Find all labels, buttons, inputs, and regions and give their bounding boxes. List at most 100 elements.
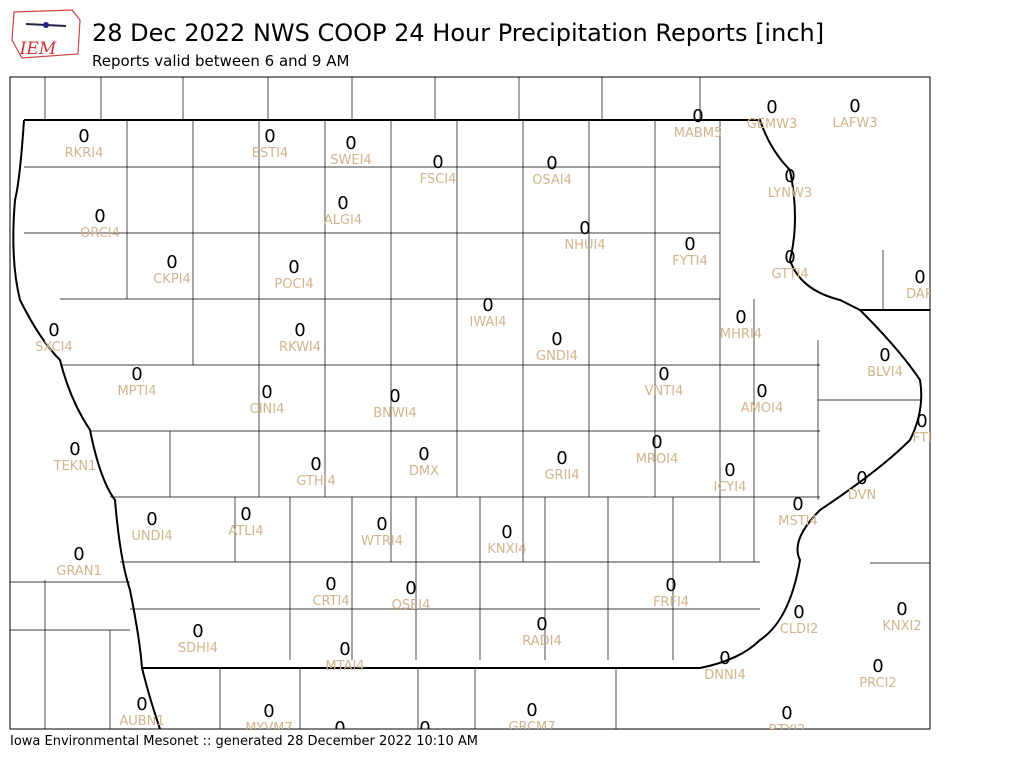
station-value: 0 (376, 514, 387, 535)
station-value: 0 (879, 345, 890, 366)
logo: IEM (11, 9, 81, 59)
station-value: 0 (914, 267, 925, 288)
station-id: CINI4 (250, 402, 285, 417)
title: 28 Dec 2022 NWS COOP 24 Hour Precipitati… (92, 19, 824, 47)
footer: Iowa Environmental Mesonet :: generated … (10, 734, 478, 749)
station-value: 0 (551, 329, 562, 350)
station-id: MHRI4 (720, 327, 762, 342)
station-value: 0 (692, 106, 703, 127)
station-id: FSCI4 (420, 172, 457, 187)
station-id: ORCI4 (80, 226, 120, 241)
station-value: 0 (78, 126, 89, 147)
station-id: ATLI4 (228, 524, 263, 539)
station-id: BNWI4 (373, 406, 417, 421)
station-id: GRCM7 (508, 720, 555, 735)
station-value: 0 (131, 364, 142, 385)
station-value: 0 (546, 153, 557, 174)
station-value: 0 (69, 439, 80, 460)
station-id: GRII4 (544, 468, 579, 483)
station-value: 0 (856, 468, 867, 489)
station-id: IWAI4 (470, 315, 507, 330)
station-id: VNTI4 (645, 384, 684, 399)
logo-text: IEM (19, 39, 57, 59)
station-value: 0 (419, 718, 430, 739)
station-id: KNXI4 (487, 542, 526, 557)
station-id: LAFW3 (832, 116, 877, 131)
station-id: BTYI2 (769, 723, 806, 738)
station-value: 0 (684, 234, 695, 255)
station-value: 0 (136, 694, 147, 715)
station-value: 0 (405, 578, 416, 599)
station-id: MROI4 (636, 452, 679, 467)
station-value: 0 (781, 703, 792, 724)
station-value: 0 (310, 454, 321, 475)
station-value: 0 (94, 206, 105, 227)
station-id: NHUI4 (564, 238, 605, 253)
map (10, 77, 930, 729)
map-frame (9, 76, 931, 730)
station-value: 0 (756, 381, 767, 402)
station-id: GTTI4 (771, 267, 808, 282)
station-value: 0 (872, 656, 883, 677)
station-id: PRCI2 (859, 676, 896, 691)
station-value: 0 (240, 504, 251, 525)
station-value: 0 (556, 448, 567, 469)
station-id: CKPI4 (153, 272, 191, 287)
station-value: 0 (264, 126, 275, 147)
station-id: MTAI4 (325, 659, 364, 674)
station-value: 0 (192, 621, 203, 642)
station-value: 0 (916, 411, 927, 432)
station-value: 0 (526, 700, 537, 721)
station-value: 0 (432, 152, 443, 173)
station-id: AMOI4 (741, 401, 783, 416)
station-id: CLDI2 (780, 622, 818, 637)
station-id: GEMW3 (747, 117, 798, 132)
station-id: ALGI4 (324, 213, 362, 228)
station-id: FRFI4 (653, 595, 689, 610)
station-id: MYVM7 (245, 721, 293, 736)
station-id: KNXI2 (882, 619, 921, 634)
station-id: DMX (409, 464, 439, 479)
station-id: GNDI4 (536, 349, 578, 364)
station-id: DAR (906, 287, 934, 302)
station-value: 0 (792, 494, 803, 515)
subtitle: Reports valid between 6 and 9 AM (92, 52, 349, 70)
station-value: 0 (261, 382, 272, 403)
station-value: 0 (288, 257, 299, 278)
station-id: OSAI4 (532, 173, 572, 188)
station-id: MPTI4 (117, 384, 156, 399)
station-id: ICYI4 (714, 480, 747, 495)
station-id: TEKN1 (53, 459, 97, 474)
station-value: 0 (896, 599, 907, 620)
station-value: 0 (325, 574, 336, 595)
station-value: 0 (766, 97, 777, 118)
river (141, 667, 161, 729)
station-value: 0 (345, 133, 356, 154)
station-id: DVN (848, 488, 876, 503)
station-id: RADI4 (522, 634, 562, 649)
station-value: 0 (579, 218, 590, 239)
station-value: 0 (501, 522, 512, 543)
station-id: UNDI4 (131, 529, 172, 544)
station-value: 0 (658, 364, 669, 385)
station-value: 0 (339, 639, 350, 660)
station-value: 0 (784, 166, 795, 187)
station-value: 0 (334, 718, 345, 739)
station-value: 0 (719, 648, 730, 669)
station-id: RKWI4 (279, 340, 321, 355)
station-value: 0 (849, 96, 860, 117)
station-value: 0 (536, 614, 547, 635)
station-id: DNNI4 (704, 668, 746, 683)
station-value: 0 (263, 701, 274, 722)
station-id: SXCI4 (35, 340, 72, 355)
station-id: ESTI4 (252, 146, 289, 161)
station-value: 0 (294, 320, 305, 341)
station-value: 0 (784, 247, 795, 268)
station-id: SDHI4 (178, 641, 218, 656)
station-value: 0 (166, 252, 177, 273)
station-value: 0 (48, 320, 59, 341)
station-id: FYTI4 (672, 254, 707, 269)
station-id: LYNW3 (768, 186, 812, 201)
